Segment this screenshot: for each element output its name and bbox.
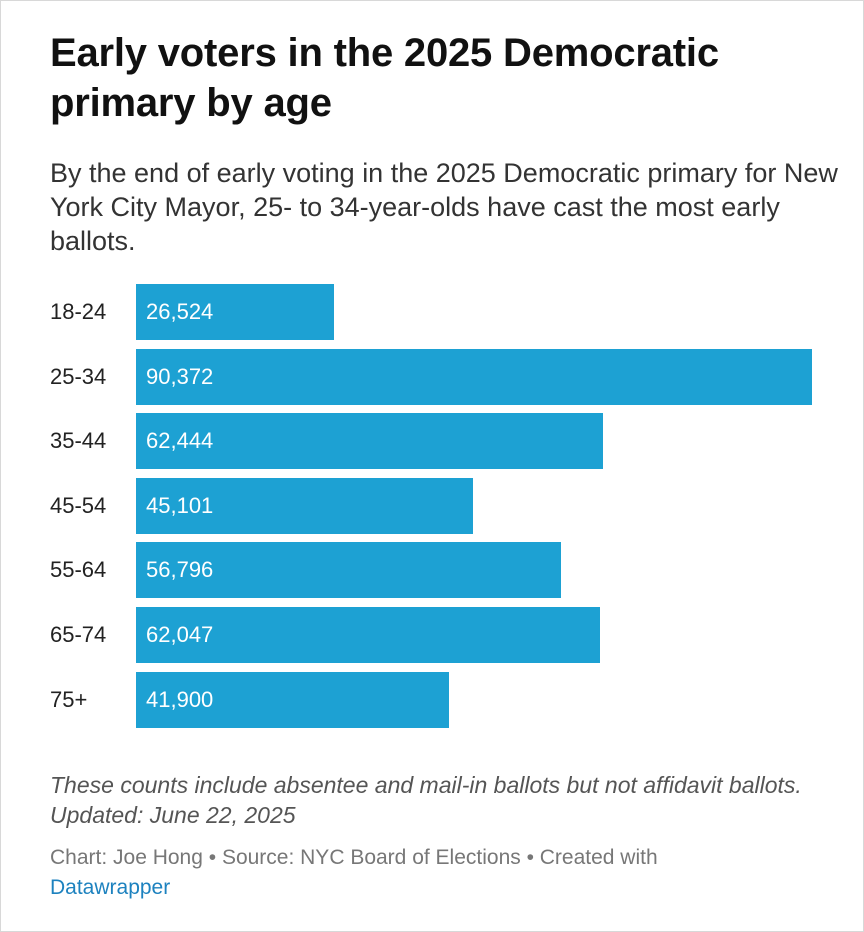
bar — [136, 348, 812, 405]
category-label: 65-74 — [50, 622, 107, 647]
bar — [136, 607, 601, 663]
value-label: 26,524 — [146, 299, 214, 324]
bar — [136, 477, 474, 534]
credits-text: Chart: Joe Hong • Source: NYC Board of E… — [50, 846, 658, 869]
category-label: 55-64 — [50, 557, 107, 583]
chart-credits: Chart: Joe Hong • Source: NYC Board of E… — [50, 843, 830, 903]
value-label: 62,047 — [146, 622, 214, 647]
chart-note: These counts include absentee and mail-i… — [50, 772, 802, 828]
category-label: 45-54 — [50, 492, 107, 518]
value-label: 62,444 — [146, 428, 214, 454]
value-label: 45,101 — [146, 492, 214, 518]
category-label: 35-44 — [50, 428, 107, 454]
value-label: 90,372 — [146, 363, 214, 389]
category-label: 18-24 — [50, 299, 107, 324]
bar — [136, 284, 335, 340]
bar — [136, 671, 450, 728]
value-label: 56,796 — [146, 557, 214, 583]
category-label: 25-34 — [50, 363, 107, 389]
chart-title: Early voters in the 2025 Democratic prim… — [50, 31, 719, 125]
value-label: 41,900 — [146, 686, 214, 712]
bar — [136, 413, 604, 470]
category-label: 75+ — [50, 686, 88, 712]
datawrapper-link[interactable]: Datawrapper — [50, 876, 171, 899]
chart-subtitle: By the end of early voting in the 2025 D… — [50, 158, 838, 256]
bar — [136, 542, 561, 599]
